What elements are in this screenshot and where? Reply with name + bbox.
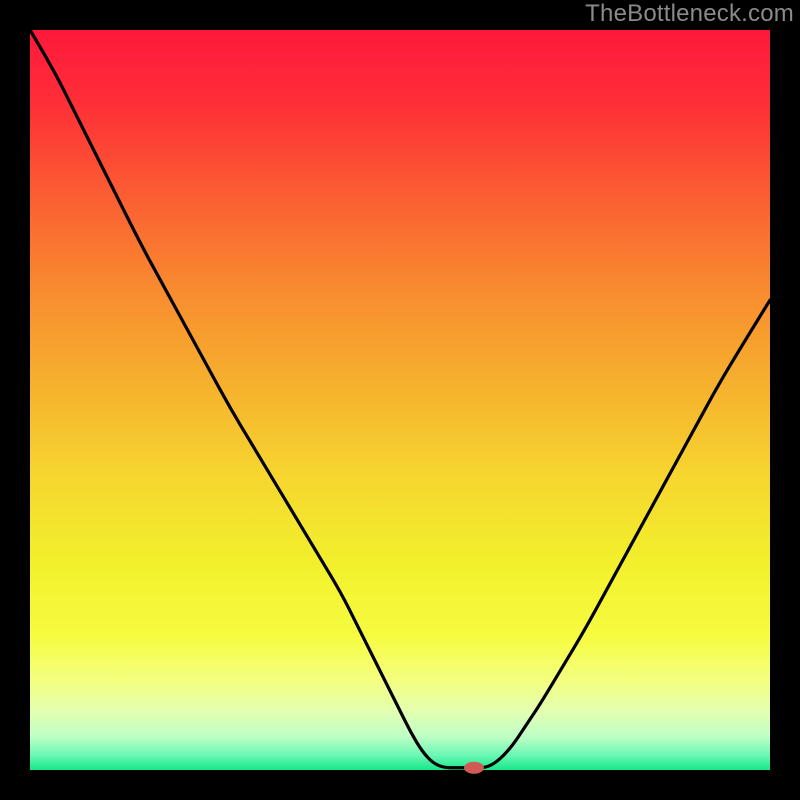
- plot-background: [30, 30, 770, 770]
- chart-container: TheBottleneck.com: [0, 0, 800, 800]
- bottleneck-chart: [0, 0, 800, 800]
- watermark-text: TheBottleneck.com: [585, 0, 794, 28]
- optimal-marker: [464, 762, 484, 774]
